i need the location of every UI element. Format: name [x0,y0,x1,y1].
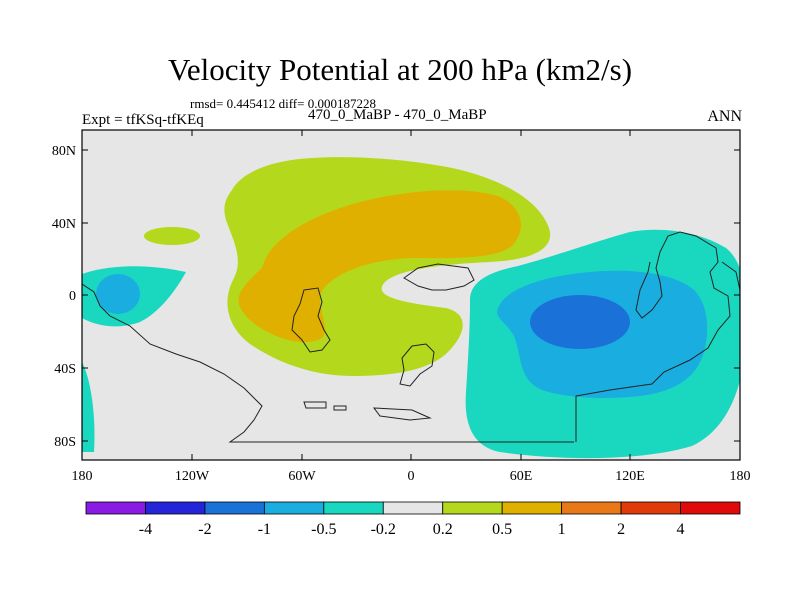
season-label: ANN [707,108,742,125]
colorbar-label: -0.5 [311,521,336,538]
colorbar-swatch [323,501,384,515]
colorbar-label: -1 [258,521,271,538]
lon-label: 60E [510,469,533,484]
colorbar-label: -0.2 [371,521,396,538]
lon-labels: 180 120W 60W 0 60E 120E 180 [72,469,751,484]
colorbar-label: -4 [139,521,152,538]
colorbar-swatch [561,501,622,515]
lon-label: 180 [72,469,93,484]
plot-title: Velocity Potential at 200 hPa (km2/s) [167,52,633,87]
lon-label: 0 [408,469,415,484]
lon-label: 180 [730,469,751,484]
lon-label: 120W [175,469,210,484]
lat-label: 0 [69,289,76,304]
lat-label: 40S [54,362,76,377]
colorbar-swatch [680,501,741,515]
colorbar-label: -2 [198,521,211,538]
contour-positive-mid [238,190,521,343]
map-field [82,130,740,460]
axis-ticks [82,130,740,460]
colorbar-swatch [85,501,146,515]
colorbar-label: 0.5 [492,521,512,538]
colorbar-swatch [501,501,563,515]
lat-label: 80S [54,435,76,450]
colorbar-label: 4 [677,521,685,538]
contour-positive-blob [144,227,200,245]
lon-label: 120E [615,469,645,484]
lon-label: 60W [288,469,316,484]
colorbar-label: 1 [558,521,566,538]
stats-text: rmsd= 0.445412 diff= 0.000187228 [190,96,376,111]
colorbar-swatch [204,501,265,515]
coastlines [82,231,740,443]
lat-label: 80N [52,144,76,159]
contour-negative-strong [530,295,630,349]
colorbar-swatch [263,501,325,515]
colorbar-label: 2 [617,521,625,538]
lat-labels: 80N 40N 0 40S 80S [52,144,76,450]
colorbar-swatch [620,501,681,515]
case-label: 470_0_MaBP - 470_0_MaBP [308,107,487,123]
contour-negative-mid-west [96,274,140,314]
colorbar-swatch [442,501,503,515]
experiment-label: Expt = tfKSq-tfKEq [82,112,204,128]
contour-negative-edge [82,362,95,452]
colorbar-labels: -4 -2 -1 -0.5 -0.2 0.2 0.5 1 2 4 [139,521,685,538]
colorbar [85,501,741,515]
colorbar-swatch [382,501,444,515]
lat-label: 40N [52,217,76,232]
colorbar-label: 0.2 [433,521,453,538]
colorbar-swatch [145,501,206,515]
